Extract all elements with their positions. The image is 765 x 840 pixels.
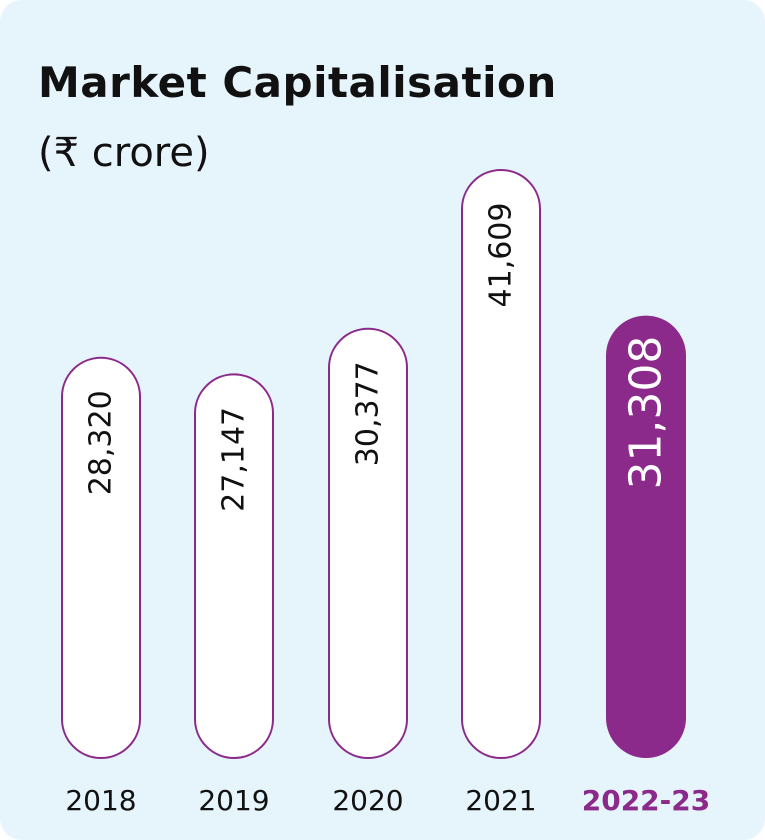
bar-2021 — [461, 169, 541, 759]
bar-value-label-2018: 28,320 — [84, 390, 119, 495]
category-label-2018: 2018 — [65, 784, 136, 817]
bar-2020 — [328, 327, 408, 759]
bar-2019 — [194, 373, 274, 759]
bar-2022-23 — [606, 315, 686, 758]
category-label-2021: 2021 — [465, 784, 536, 817]
bar-2018 — [61, 356, 141, 759]
category-label-2022-23: 2022-23 — [582, 784, 711, 817]
bar-value-label-2021: 41,609 — [484, 203, 519, 308]
chart-subtitle: (₹ crore) — [38, 130, 210, 176]
bar-value-label-2022-23: 31,308 — [621, 336, 672, 490]
bar-value-label-2020: 30,377 — [351, 361, 386, 466]
chart-title: Market Capitalisation — [38, 58, 557, 107]
bar-value-label-2019: 27,147 — [217, 407, 252, 512]
category-label-2019: 2019 — [198, 784, 269, 817]
category-label-2020: 2020 — [332, 784, 403, 817]
